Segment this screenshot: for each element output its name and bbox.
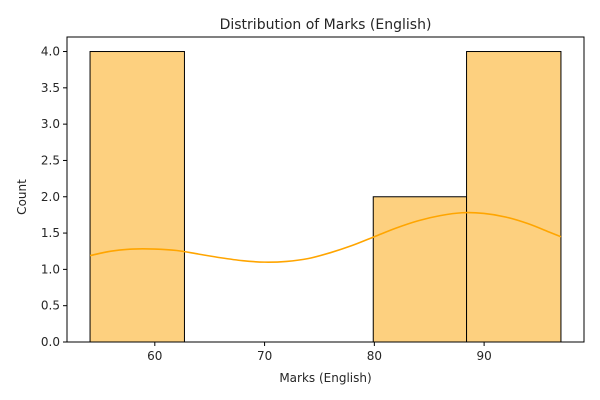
x-tick-label: 70	[257, 349, 272, 363]
histogram-bar-3	[372, 196, 468, 343]
histogram-bar-4	[466, 51, 562, 343]
y-tick-label: 0.5	[41, 299, 60, 313]
y-tick-label: 0.0	[41, 335, 60, 349]
y-tick-label: 3.5	[41, 81, 60, 95]
y-tick-label: 4.0	[41, 45, 60, 59]
bars-group	[89, 51, 562, 343]
y-axis-label: Count	[15, 179, 29, 215]
x-tick-label: 80	[367, 349, 382, 363]
chart-title: Distribution of Marks (English)	[220, 17, 432, 33]
kde-curve	[89, 211, 562, 263]
x-axis-ticks: 60 70 80 90	[147, 342, 492, 363]
x-tick-label: 60	[147, 349, 162, 363]
y-tick-label: 3.0	[41, 117, 60, 131]
y-tick-label: 2.0	[41, 190, 60, 204]
y-tick-label: 1.0	[41, 262, 60, 276]
x-tick-label: 90	[476, 349, 491, 363]
x-axis-label: Marks (English)	[279, 371, 371, 385]
y-tick-label: 2.5	[41, 153, 60, 167]
y-tick-label: 1.5	[41, 226, 60, 240]
histogram-bar-0	[89, 51, 185, 343]
y-axis-ticks: 0.0 0.5 1.0 1.5 2.0 2.5 3.0 3.5 4.0	[41, 45, 67, 349]
plot-frame	[66, 36, 585, 343]
